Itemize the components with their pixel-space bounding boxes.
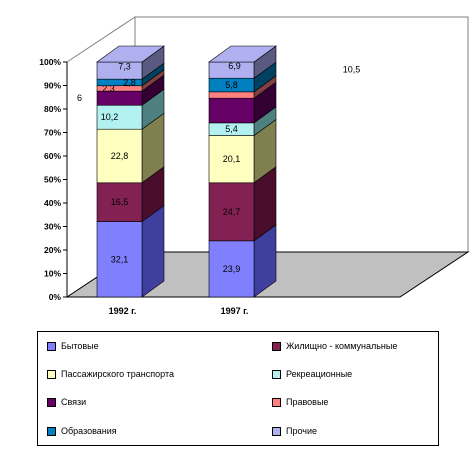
bar-top-1 bbox=[208, 45, 277, 63]
y-tick-label: 50% bbox=[44, 175, 61, 185]
legend-item: Образования bbox=[47, 425, 117, 437]
chart-legend: Бытовые Жилищно - коммунальные Пассажирско… bbox=[37, 331, 439, 446]
data-label: 20,1 bbox=[223, 154, 241, 164]
data-label: 24,7 bbox=[223, 207, 241, 217]
legend-swatch bbox=[272, 369, 281, 379]
data-label: 23,9 bbox=[223, 264, 241, 274]
legend-label: Рекреационные bbox=[286, 369, 353, 379]
data-label: 6,9 bbox=[228, 61, 241, 71]
bar-segment-0-1 bbox=[96, 182, 143, 222]
bar-segment-1-2 bbox=[208, 135, 255, 184]
legend-item: Связи bbox=[47, 396, 86, 408]
bar-segment-1-5 bbox=[208, 91, 255, 99]
legend-item: Рекреационные bbox=[272, 368, 352, 380]
legend-swatch bbox=[272, 426, 281, 436]
y-tick-label: 10% bbox=[44, 269, 61, 279]
legend-item: Правовые bbox=[272, 396, 328, 408]
legend-swatch bbox=[47, 426, 56, 436]
category-label: 1992 г. bbox=[109, 306, 137, 316]
legend-label: Бытовые bbox=[61, 341, 99, 351]
legend-label: Пассажирского транспорта bbox=[61, 369, 174, 379]
legend-swatch bbox=[272, 397, 281, 407]
y-tick-label: 30% bbox=[44, 222, 61, 232]
y-tick-label: 100% bbox=[39, 57, 61, 67]
bar-segment-1-4 bbox=[208, 97, 255, 124]
data-label: 2,3 bbox=[102, 83, 115, 93]
data-label: 10,5 bbox=[343, 65, 361, 75]
legend-swatch bbox=[47, 397, 56, 407]
legend-label: Правовые bbox=[286, 397, 329, 407]
data-label: 22,8 bbox=[111, 151, 129, 161]
data-label: 2,8 bbox=[123, 77, 136, 87]
y-tick-label: 80% bbox=[44, 104, 61, 114]
legend-swatch bbox=[272, 341, 281, 351]
category-label: 1997 г. bbox=[221, 306, 249, 316]
bar-segment-1-0 bbox=[208, 240, 255, 298]
y-tick-label: 0% bbox=[49, 292, 62, 302]
y-tick-label: 20% bbox=[44, 245, 61, 255]
bar-segment-1-1 bbox=[208, 182, 255, 242]
legend-label: Образования bbox=[61, 426, 117, 436]
legend-label: Прочие bbox=[286, 426, 318, 436]
back-wall bbox=[134, 16, 469, 253]
legend-swatch bbox=[47, 369, 56, 379]
legend-label: Жилищно - коммунальные bbox=[286, 341, 398, 351]
stacked-bar-chart: 0% 10% 20% 30% 40% 50% 60% 70% 80% 90% 100% 32,1 16,… bbox=[39, 16, 470, 316]
data-label: 5,4 bbox=[225, 124, 238, 134]
legend-item: Жилищно - коммунальные bbox=[272, 340, 397, 352]
y-tick-label: 40% bbox=[44, 198, 61, 208]
legend-item: Прочие bbox=[272, 425, 317, 437]
y-tick-label: 90% bbox=[44, 81, 61, 91]
legend-swatch bbox=[47, 341, 56, 351]
data-label: 7,3 bbox=[118, 62, 131, 72]
legend-item: Бытовые bbox=[47, 340, 99, 352]
legend-label: Связи bbox=[61, 397, 87, 407]
bar-segment-0-0 bbox=[96, 221, 143, 298]
data-label: 16,5 bbox=[111, 197, 129, 207]
legend-item: Пассажирского транспорта bbox=[47, 368, 174, 380]
bar-top-0 bbox=[96, 45, 165, 63]
data-label: 5,8 bbox=[225, 80, 238, 90]
data-label: 32,1 bbox=[111, 254, 129, 264]
data-label: 10,2 bbox=[101, 112, 119, 122]
y-tick-label: 60% bbox=[44, 151, 61, 161]
y-tick-label: 70% bbox=[44, 128, 61, 138]
data-label: 6 bbox=[77, 93, 82, 103]
